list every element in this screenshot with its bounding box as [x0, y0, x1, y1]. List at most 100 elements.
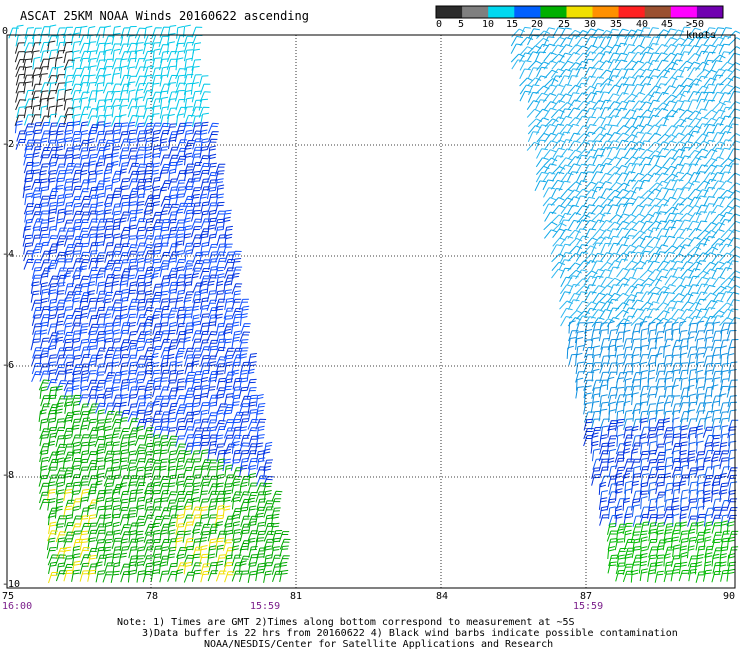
wind-barb	[695, 108, 708, 119]
barb-path	[583, 51, 597, 62]
wind-barb	[687, 110, 702, 120]
wind-barb	[159, 106, 169, 119]
wind-barb	[527, 131, 540, 143]
wind-barb	[158, 35, 169, 48]
barb-path	[135, 75, 147, 87]
barb-path	[726, 197, 740, 207]
wind-barb	[159, 96, 169, 110]
barb-path	[703, 35, 717, 46]
wind-barb	[40, 82, 51, 94]
wind-barb	[30, 114, 42, 126]
barb-path	[103, 58, 114, 71]
barb-path	[38, 73, 48, 86]
wind-barb	[142, 75, 154, 87]
wind-barb	[719, 317, 734, 326]
barb-path	[671, 124, 685, 135]
barb-path	[54, 364, 66, 376]
barb-path	[183, 82, 194, 95]
barb-path	[543, 84, 557, 94]
barb-path	[166, 33, 176, 46]
wind-barb	[118, 217, 127, 231]
barb-path	[567, 269, 582, 279]
barb-path	[23, 123, 35, 135]
wind-barb	[711, 267, 724, 279]
barb-path	[111, 122, 122, 135]
wind-barb	[46, 40, 56, 54]
barb-path	[151, 27, 162, 39]
wind-barb	[110, 98, 122, 110]
barb-path	[648, 91, 661, 102]
wind-barb	[127, 378, 136, 391]
barb-path	[599, 36, 612, 47]
wind-barb	[688, 141, 702, 151]
wind-barb	[48, 113, 58, 126]
wind-barb	[150, 369, 161, 382]
wind-barb	[39, 105, 48, 119]
legend-swatch	[566, 6, 594, 18]
wind-barb	[71, 32, 80, 46]
barb-path	[118, 131, 129, 143]
barb-path	[167, 313, 176, 327]
wind-barb	[686, 384, 695, 398]
barb-path	[526, 51, 540, 62]
barb-path	[615, 188, 629, 199]
barb-path	[560, 84, 572, 95]
wind-barb	[710, 384, 719, 398]
wind-barb	[55, 130, 64, 143]
barb-path	[624, 179, 636, 191]
wind-barb	[543, 101, 557, 111]
wind-barb	[719, 243, 733, 254]
wind-barb	[94, 75, 106, 87]
wind-barb	[663, 37, 677, 47]
wind-barbs-layer	[8, 24, 740, 584]
barb-path	[663, 44, 678, 54]
barb-path	[719, 411, 729, 424]
wind-barb	[590, 28, 605, 39]
barb-path	[119, 393, 129, 407]
wind-barb	[191, 115, 202, 128]
barb-path	[703, 99, 716, 111]
barb-path	[607, 172, 621, 182]
barb-path	[599, 45, 613, 55]
barb-path	[566, 123, 580, 134]
wind-barb	[608, 68, 620, 80]
barb-path	[168, 251, 180, 263]
wind-barb	[39, 90, 49, 103]
wind-barb	[672, 203, 685, 214]
wind-barb	[87, 108, 99, 120]
wind-barb	[39, 297, 48, 311]
barb-path	[166, 65, 177, 78]
wind-barb	[607, 132, 621, 142]
wind-barb	[728, 101, 740, 111]
barb-path	[216, 273, 225, 286]
barb-path	[720, 106, 732, 118]
wind-barb	[599, 132, 613, 143]
barb-path	[703, 77, 717, 88]
barb-path	[591, 52, 606, 62]
wind-barb	[183, 217, 191, 231]
wind-barb	[79, 154, 89, 167]
wind-barb	[639, 370, 648, 383]
barb-path	[711, 243, 723, 254]
wind-barb	[160, 66, 169, 79]
wind-barb	[174, 160, 184, 174]
barb-path	[542, 43, 556, 54]
wind-barb	[727, 52, 740, 63]
wind-barb	[38, 73, 48, 86]
barb-path	[238, 298, 249, 311]
barb-path	[688, 378, 697, 391]
barb-path	[198, 75, 209, 87]
barb-path	[158, 35, 169, 48]
wind-barb	[79, 130, 89, 143]
barb-path	[591, 83, 604, 94]
barb-path	[63, 306, 73, 319]
barb-path	[614, 59, 628, 70]
barb-path	[224, 393, 234, 406]
barb-path	[654, 44, 668, 54]
barb-path	[678, 90, 691, 102]
wind-barb	[718, 51, 731, 63]
wind-barb	[663, 100, 676, 111]
wind-barb	[703, 109, 718, 119]
wind-barb	[671, 37, 686, 46]
barb-path	[135, 201, 145, 214]
